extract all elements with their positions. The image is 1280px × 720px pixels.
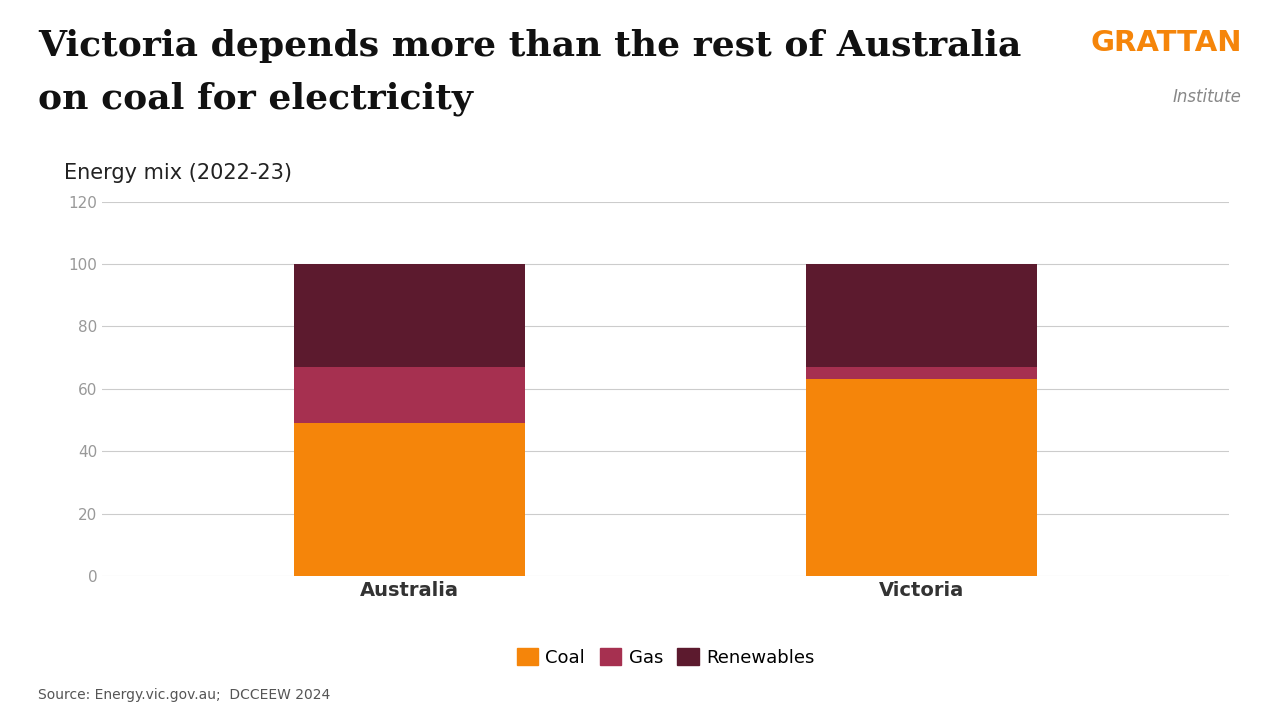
Text: Institute: Institute — [1172, 88, 1242, 106]
Bar — [294, 367, 525, 423]
Text: Energy mix (2022-23): Energy mix (2022-23) — [64, 163, 292, 184]
Bar — [806, 379, 1037, 576]
Text: Victoria depends more than the rest of Australia: Victoria depends more than the rest of A… — [38, 29, 1021, 63]
Legend: Coal, Gas, Renewables: Coal, Gas, Renewables — [509, 642, 822, 674]
Text: Source: Energy.vic.gov.au;  DCCEEW 2024: Source: Energy.vic.gov.au; DCCEEW 2024 — [38, 688, 330, 702]
Bar — [806, 264, 1037, 367]
Bar — [806, 367, 1037, 379]
Text: on coal for electricity: on coal for electricity — [38, 81, 474, 116]
Bar — [294, 423, 525, 576]
Bar — [294, 264, 525, 367]
Text: GRATTAN: GRATTAN — [1091, 29, 1242, 57]
